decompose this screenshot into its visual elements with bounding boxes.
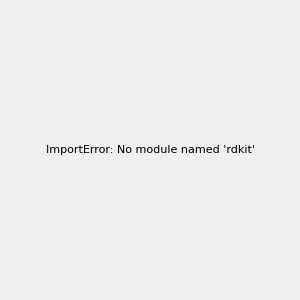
Text: ImportError: No module named 'rdkit': ImportError: No module named 'rdkit' xyxy=(46,145,254,155)
